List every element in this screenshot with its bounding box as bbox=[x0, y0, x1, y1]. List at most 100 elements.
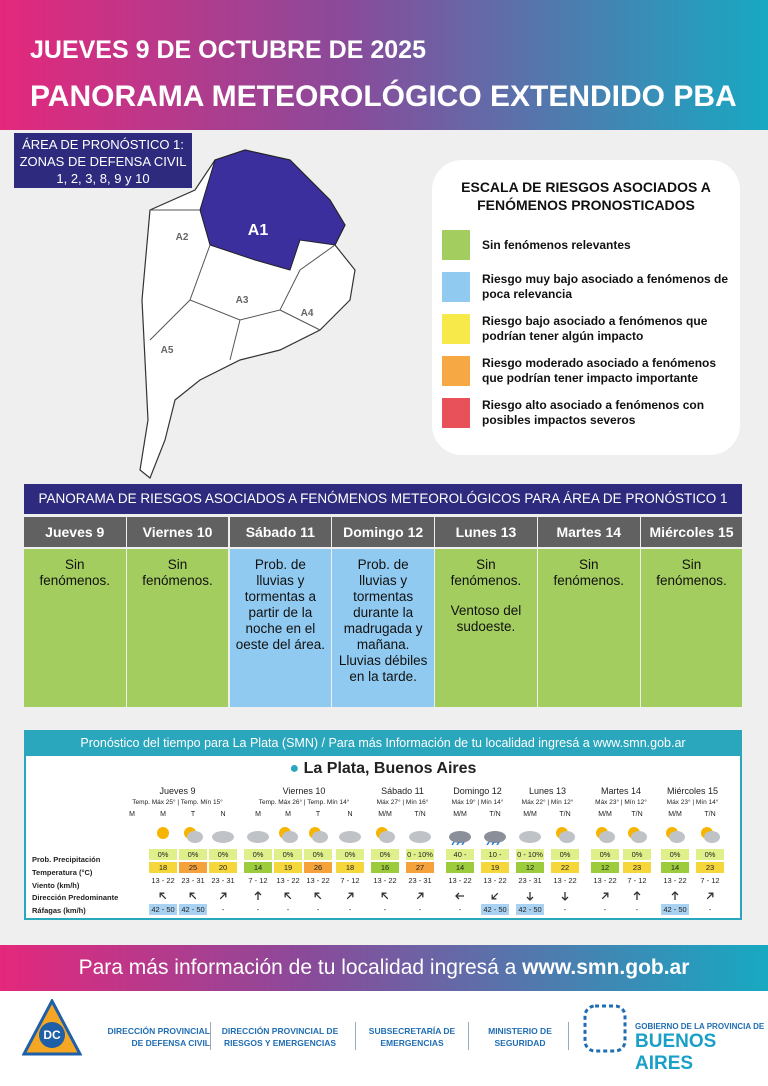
risk-text: Sin fenómenos. bbox=[553, 557, 625, 588]
direction-arrow bbox=[346, 892, 354, 900]
fc-wind: 7 - 12 bbox=[627, 876, 647, 885]
risk-text: Prob. de lluvias y tormentas a partir de… bbox=[235, 557, 325, 652]
fc-gusts: - bbox=[256, 905, 260, 914]
fc-subtitle: Máx 19° | Mín 14° bbox=[451, 799, 504, 806]
direction-arrow bbox=[416, 892, 424, 900]
arrow bbox=[561, 892, 569, 901]
day-header: Lunes 13 bbox=[435, 517, 537, 547]
fc-precip: 0 - 10% bbox=[406, 849, 434, 860]
institution: MINISTERIO DE SEGURIDAD bbox=[475, 1025, 565, 1049]
fc-precip: 0 - 10% bbox=[516, 849, 544, 860]
fc-precip: 0% bbox=[591, 849, 619, 860]
arrow bbox=[254, 891, 262, 900]
fc-temp: 18 bbox=[149, 862, 177, 873]
fc-day: Lunes 13 bbox=[528, 786, 567, 796]
scale-swatch bbox=[442, 398, 470, 428]
arrow bbox=[491, 892, 499, 900]
fc-day: Viernes 10 bbox=[282, 786, 326, 796]
sun bbox=[157, 827, 169, 839]
logos: DC bbox=[0, 991, 768, 1086]
fc-gusts: - bbox=[383, 905, 387, 914]
forecast-banner: Pronóstico del tiempo para La Plata (SMN… bbox=[24, 730, 742, 756]
period: T/N bbox=[631, 811, 643, 818]
fc-gusts: - bbox=[418, 905, 422, 914]
scale-label: Riesgo muy bajo asociado a fenómenos de … bbox=[482, 272, 729, 301]
date: JUEVES 9 DE OCTUBRE DE 2025 bbox=[30, 36, 426, 64]
fc-wind: 13 - 22 bbox=[373, 876, 397, 885]
fc-subtitle: Máx 23° | Mín 12° bbox=[595, 799, 647, 806]
dc-logo: DC bbox=[22, 999, 82, 1056]
arrow bbox=[706, 892, 714, 900]
risk-text: Prob. de lluvias y tormentas durante la … bbox=[338, 557, 428, 684]
dc-text: DC bbox=[43, 1028, 61, 1042]
fc-temp: 25 bbox=[179, 862, 207, 873]
direction-arrow bbox=[633, 891, 641, 900]
period: N bbox=[347, 811, 353, 818]
fc-temp: 19 bbox=[274, 862, 302, 873]
fc-subtitle: Temp. Máx 25° | Temp. Mín 15° bbox=[132, 799, 223, 806]
cloud bbox=[339, 831, 361, 843]
row-label: Dirección Predominante bbox=[32, 893, 119, 902]
period: T/N bbox=[704, 811, 716, 818]
cloud bbox=[282, 831, 298, 843]
fc-gusts: 42 - 50 bbox=[179, 904, 207, 915]
fc-day: Miércoles 15 bbox=[666, 786, 719, 796]
cloud bbox=[247, 831, 269, 843]
fc-temp: 23 bbox=[623, 862, 651, 873]
period: T/N bbox=[414, 811, 426, 818]
weather-icon bbox=[701, 827, 720, 843]
direction-arrow bbox=[526, 892, 534, 901]
institution-line: MINISTERIO DE bbox=[488, 1026, 552, 1036]
fc-gusts: - bbox=[563, 905, 567, 914]
scale-title: ESCALA DE RIESGOS ASOCIADOS A FENÓMENOS … bbox=[461, 179, 711, 213]
fc-gusts: - bbox=[603, 905, 607, 914]
period: M bbox=[255, 811, 261, 818]
fc-wind: 13 - 22 bbox=[553, 876, 577, 885]
fc-subtitle: Máx 22° | Mín 12° bbox=[521, 799, 574, 806]
institution: DIRECCIÓN PROVINCIAL DE RIESGOS Y EMERGEN… bbox=[215, 1025, 345, 1049]
arrow bbox=[189, 892, 197, 900]
day-header: Sábado 11 bbox=[229, 517, 332, 547]
fc-precip: 0% bbox=[661, 849, 689, 860]
fc-wind: 7 - 12 bbox=[248, 876, 268, 885]
arrow bbox=[633, 891, 641, 900]
fc-gusts: 42 - 50 bbox=[516, 904, 544, 915]
direction-arrow bbox=[491, 892, 499, 900]
period: M bbox=[129, 811, 135, 818]
scale-label: Sin fenómenos relevantes bbox=[482, 237, 631, 252]
pin-icon: ● bbox=[289, 760, 300, 777]
institution: DIRECCIÓN PROVINCIAL DE DEFENSA CIVIL bbox=[95, 1025, 210, 1049]
location-name: La Plata, Buenos Aires bbox=[303, 760, 477, 777]
period: M bbox=[160, 811, 166, 818]
fc-day: Domingo 12 bbox=[453, 786, 502, 796]
scale-card: ESCALA DE RIESGOS ASOCIADOS A FENÓMENOS … bbox=[432, 160, 740, 455]
day-header: Viernes 10 bbox=[126, 517, 229, 547]
period: M bbox=[285, 811, 291, 818]
weather-icon bbox=[556, 827, 575, 843]
rain bbox=[486, 841, 500, 845]
fc-gusts: - bbox=[348, 905, 352, 914]
period: M/M bbox=[453, 811, 467, 818]
fc-wind: 23 - 31 bbox=[408, 876, 432, 885]
direction-arrow bbox=[455, 892, 464, 900]
direction-arrow bbox=[561, 892, 569, 901]
map-label: A1 bbox=[248, 222, 269, 239]
fc-wind: 13 - 22 bbox=[306, 876, 330, 885]
fc-temp: 14 bbox=[446, 862, 474, 873]
dc-circle bbox=[39, 1022, 65, 1048]
fc-wind: 13 - 22 bbox=[151, 876, 175, 885]
weather-icon bbox=[184, 827, 203, 843]
fc-temp: 16 bbox=[371, 862, 399, 873]
direction-arrow bbox=[189, 892, 197, 900]
risk-title: PANORAMA DE RIESGOS ASOCIADOS A FENÓMENO… bbox=[24, 484, 742, 514]
footer-banner: Para más información de tu localidad ing… bbox=[0, 945, 768, 991]
fc-wind: 13 - 22 bbox=[276, 876, 300, 885]
fc-temp: 26 bbox=[304, 862, 332, 873]
fc-temp: 23 bbox=[696, 862, 724, 873]
scale-item: Sin fenómenos relevantes bbox=[442, 230, 732, 262]
period: T/N bbox=[489, 811, 501, 818]
direction-arrow bbox=[254, 891, 262, 900]
separator bbox=[468, 1022, 469, 1050]
government: GOBIERNO DE LA PROVINCIA DE BUENOS AIRES bbox=[635, 1022, 768, 1075]
direction-arrow bbox=[671, 891, 679, 900]
